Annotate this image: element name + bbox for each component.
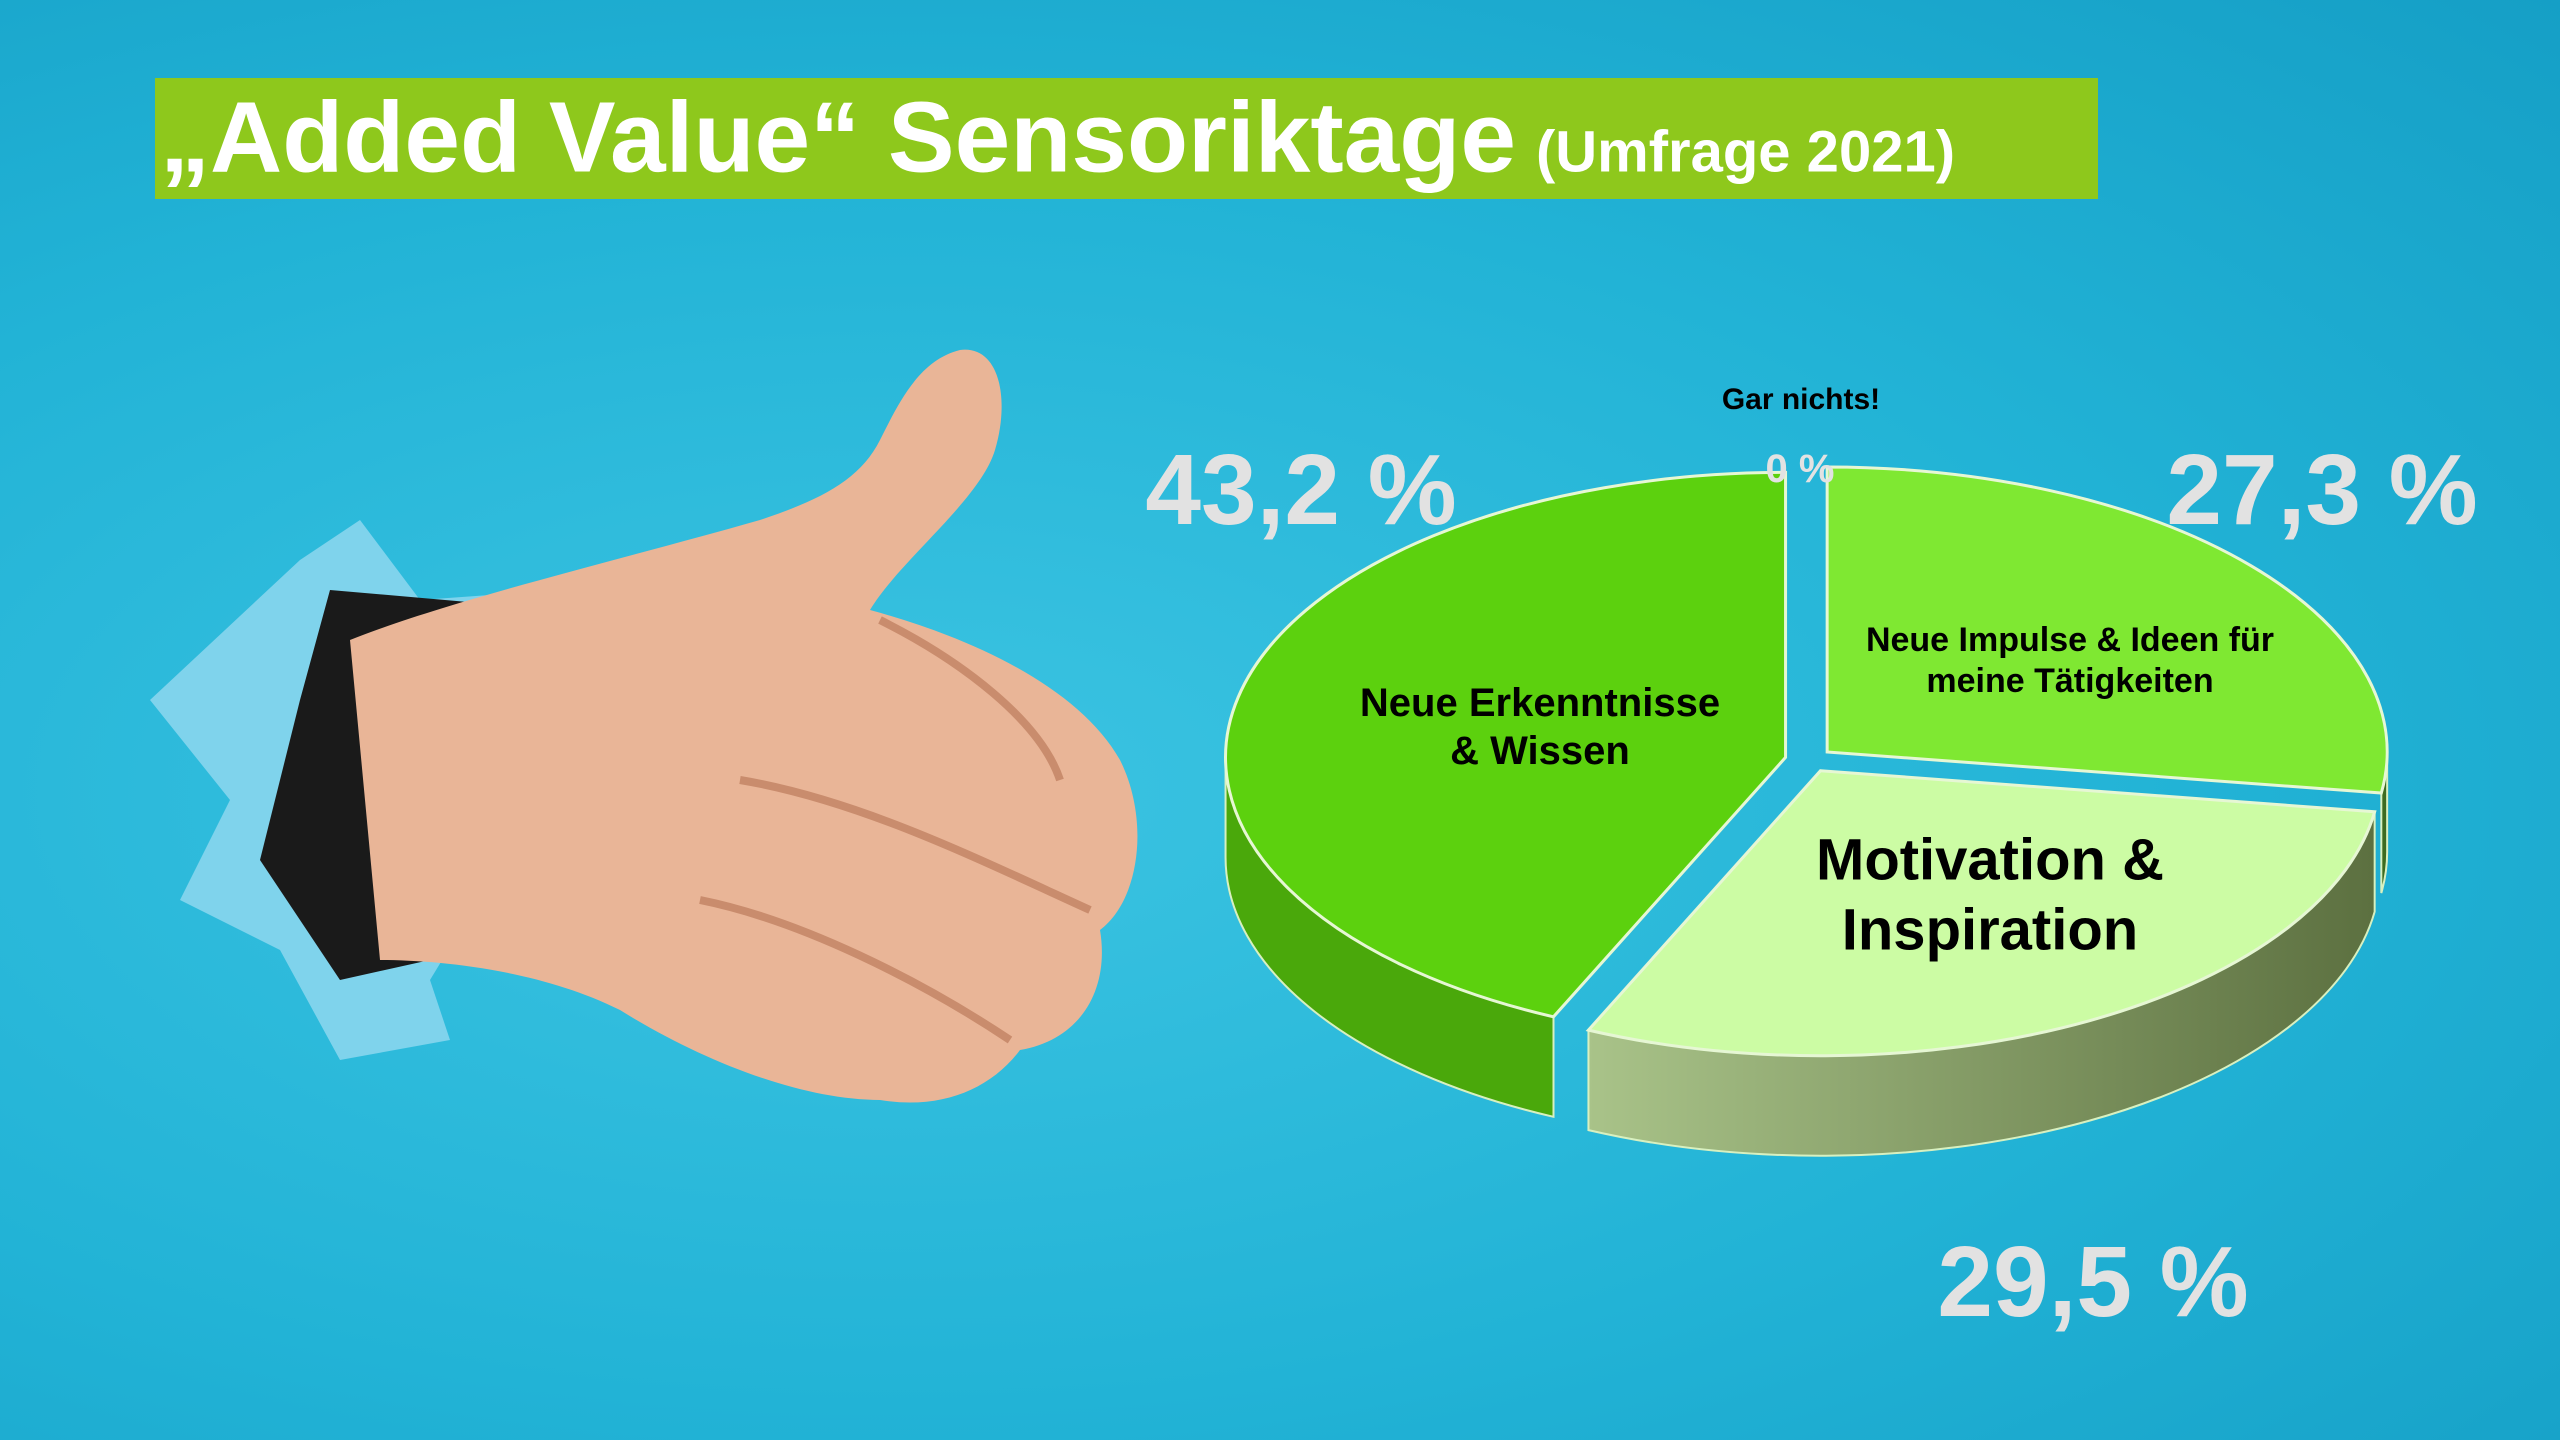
value-label: 0 % <box>1765 447 1835 491</box>
title-line: „Added Value“ Sensoriktage (Umfrage 2021) <box>160 81 1955 196</box>
value-label: 29,5 % <box>1937 1226 2249 1338</box>
slice-label: Neue Impulse & Ideen für meine Tätigkeit… <box>1865 621 2275 700</box>
value-label: 27,3 % <box>2166 434 2478 546</box>
hand-illustration <box>150 349 1138 1103</box>
title-background <box>155 78 2098 199</box>
pie-slice <box>1585 769 2377 1058</box>
value-label: 43,2 % <box>1145 434 1457 546</box>
chart-title: „Added Value“ Sensoriktage <box>160 81 1516 194</box>
chart-subtitle: (Umfrage 2021) <box>1535 119 1956 185</box>
slice-label: Motivation & Inspiration <box>1816 827 2164 962</box>
slice-label: Gar nichts! <box>1721 383 1881 416</box>
pie-slice <box>1825 465 2389 795</box>
pie-slice <box>1224 470 1788 1019</box>
slice-label: Neue Erkenntnisse & Wissen <box>1359 681 1721 773</box>
